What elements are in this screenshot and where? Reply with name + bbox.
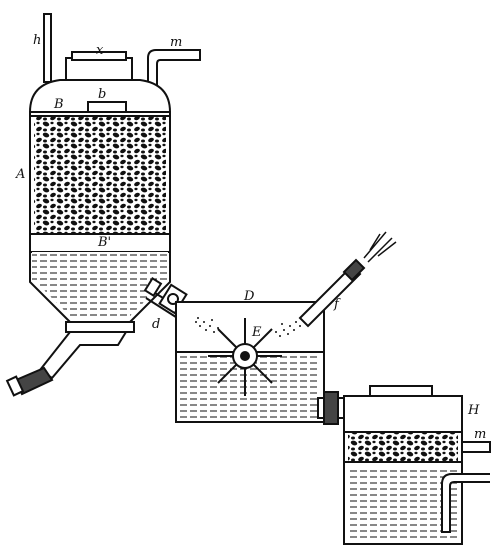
connector-d-h <box>317 391 347 425</box>
outlet-pipe-top <box>147 49 201 88</box>
label-vent-h: h <box>33 33 41 48</box>
gravel-fill <box>34 116 166 234</box>
paddle-wheel <box>208 318 282 396</box>
label-tank-h: H <box>467 403 480 418</box>
siphon-pipe <box>441 473 490 533</box>
inlet-pipe-f <box>298 231 397 328</box>
label-inlet-f: f <box>333 297 341 312</box>
label-wheel-e: E <box>251 325 262 340</box>
label-outlet-m-top: m <box>170 35 182 50</box>
label-plate-b-bottom: B' <box>97 235 111 250</box>
label-lid-b: b <box>98 87 106 102</box>
outlet-pipe-right <box>461 441 491 453</box>
label-tank-d: D <box>243 289 255 304</box>
label-cover-x: x <box>96 43 104 58</box>
label-vessel-a: A <box>15 167 25 182</box>
tank-d <box>175 301 325 423</box>
vent-pipe <box>43 13 52 83</box>
drain-pipe <box>38 331 128 380</box>
vessel-a <box>5 13 201 397</box>
label-plate-b-top: B <box>53 97 64 112</box>
vessel-water <box>32 252 168 282</box>
vessel-dome <box>29 79 171 113</box>
tank-h <box>343 385 491 545</box>
top-cover <box>65 57 133 81</box>
label-outlet-m-right: m <box>474 427 486 442</box>
spray-right <box>275 321 301 337</box>
spray-left <box>195 317 219 333</box>
label-valve-d: d <box>152 317 160 332</box>
